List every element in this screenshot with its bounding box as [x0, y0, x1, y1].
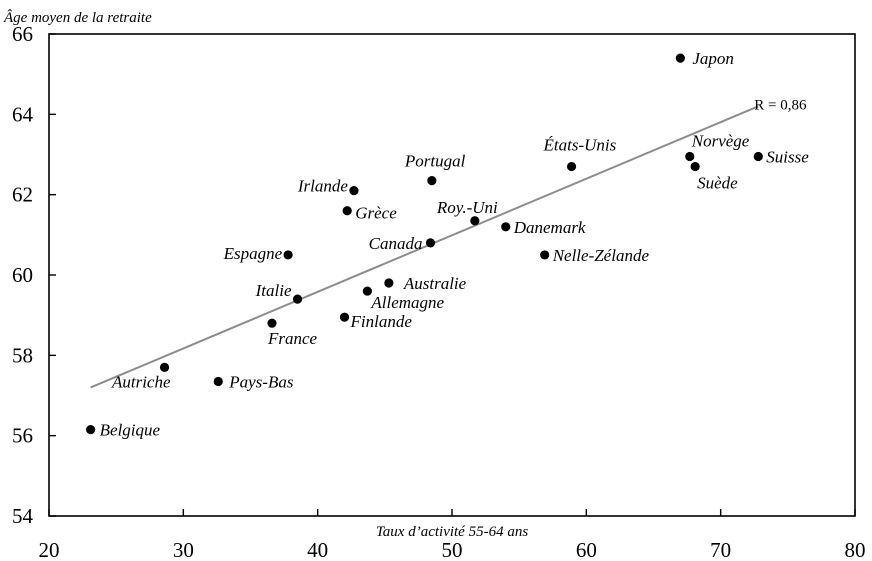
x-tick-label: 20	[39, 538, 60, 561]
point-label: Allemagne	[370, 293, 444, 312]
point-label: Finlande	[350, 312, 413, 331]
data-point	[292, 294, 303, 304]
x-tick-label: 30	[173, 538, 194, 561]
plot-frame	[48, 33, 856, 517]
point-label: Espagne	[223, 244, 283, 263]
x-tick-label: 70	[710, 538, 731, 561]
data-point	[267, 318, 277, 328]
x-tick-label: 80	[845, 538, 866, 561]
data-point	[685, 151, 695, 162]
data-point	[690, 161, 700, 172]
data-point	[470, 216, 480, 226]
data-point	[339, 312, 350, 322]
point-label: Roy.-Uni	[436, 198, 498, 217]
x-tick-label: 50	[442, 538, 463, 561]
data-point	[362, 286, 372, 296]
data-points	[86, 53, 763, 435]
y-tick-label: 54	[12, 504, 34, 528]
x-tick-label: 40	[307, 538, 328, 561]
data-point	[349, 186, 359, 196]
y-tick-label: 60	[12, 263, 33, 287]
data-point	[501, 222, 511, 232]
point-label: Japon	[692, 49, 734, 68]
trend-r-label: R = 0,86	[754, 97, 807, 113]
data-point	[213, 376, 223, 387]
y-tick-label: 58	[12, 343, 33, 367]
data-point	[675, 53, 685, 63]
point-label: Nelle-Zélande	[552, 246, 650, 265]
point-label: Danemark	[513, 218, 586, 237]
point-label: Portugal	[404, 152, 466, 171]
data-point	[540, 250, 550, 260]
data-point	[342, 206, 352, 216]
y-tick-label: 64	[12, 102, 34, 126]
y-axis-title: Âge moyen de la retraite	[3, 9, 152, 26]
point-label: Grèce	[355, 204, 397, 223]
point-label: Norvège	[691, 132, 750, 151]
data-point	[425, 238, 436, 248]
point-label: Suède	[697, 174, 738, 193]
y-tick-label: 66	[12, 22, 33, 46]
point-label: Australie	[403, 274, 467, 293]
point-label: Belgique	[100, 421, 161, 440]
trend-line	[90, 105, 759, 389]
point-label: Canada	[369, 234, 423, 253]
point-label: Irlande	[297, 177, 349, 196]
x-tick-label: 60	[576, 538, 597, 561]
y-tick-label: 56	[12, 424, 33, 448]
y-tick-label: 62	[12, 183, 33, 207]
data-point	[384, 278, 394, 288]
point-labels: Belgique Autriche Pays-Bas France Italie Espa…	[100, 49, 810, 440]
data-point	[427, 176, 437, 186]
point-label: Suisse	[766, 148, 809, 167]
point-label: États-Unis	[543, 136, 617, 155]
point-label: Autriche	[111, 372, 171, 391]
x-axis-title: Taux d’activité 55-64 ans	[376, 524, 529, 540]
data-point	[566, 161, 577, 172]
data-point	[753, 151, 763, 162]
point-label: Italie	[255, 281, 292, 300]
point-label: Pays-Bas	[228, 372, 294, 391]
point-label: France	[267, 329, 318, 348]
data-point	[283, 250, 293, 260]
data-point	[86, 425, 96, 435]
data-point	[159, 362, 170, 372]
